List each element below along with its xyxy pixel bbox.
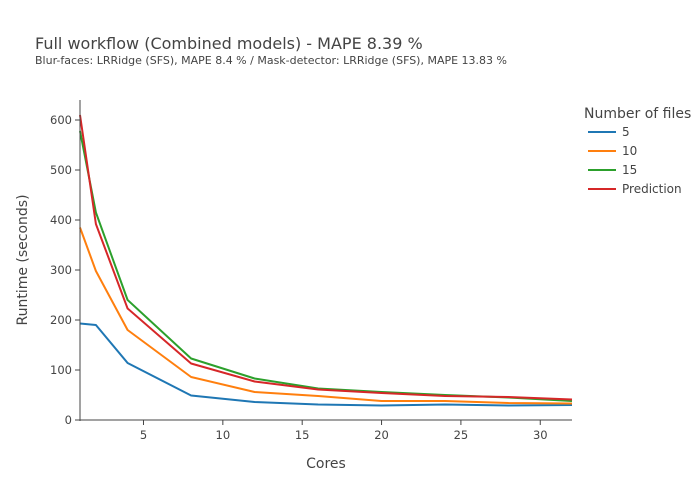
legend: Number of files 5 10 15 Prediction xyxy=(584,106,691,196)
series-line-prediction xyxy=(79,114,573,401)
y-axis-title: Runtime (seconds) xyxy=(15,194,31,325)
y-tick-label: 200 xyxy=(50,313,72,327)
x-axis-title: Cores xyxy=(306,456,346,472)
legend-label-10: 10 xyxy=(622,144,637,158)
x-tick-label: 30 xyxy=(533,428,548,442)
y-tick-label: 400 xyxy=(50,213,72,227)
x-tick-label: 20 xyxy=(374,428,389,442)
x-tick-label: 10 xyxy=(216,428,231,442)
series-line-5 xyxy=(79,322,573,407)
y-tick-label: 500 xyxy=(50,163,72,177)
y-tick-label: 0 xyxy=(65,413,72,427)
plot-area xyxy=(79,114,573,407)
legend-title: Number of files xyxy=(584,106,691,122)
series-line-15 xyxy=(79,130,573,402)
chart-subtitle: Blur-faces: LRRidge (SFS), MAPE 8.4 % / … xyxy=(35,54,508,67)
x-tick-label: 15 xyxy=(295,428,310,442)
y-tick-label: 300 xyxy=(50,263,72,277)
legend-label-15: 15 xyxy=(622,163,637,177)
y-tick-label: 600 xyxy=(50,113,72,127)
chart-title: Full workflow (Combined models) - MAPE 8… xyxy=(35,34,423,53)
series-line-10 xyxy=(79,227,573,405)
legend-label-prediction: Prediction xyxy=(622,182,682,196)
y-tick-label: 100 xyxy=(50,363,72,377)
legend-label-5: 5 xyxy=(622,125,630,139)
x-tick-label: 25 xyxy=(454,428,469,442)
x-tick-label: 5 xyxy=(140,428,147,442)
